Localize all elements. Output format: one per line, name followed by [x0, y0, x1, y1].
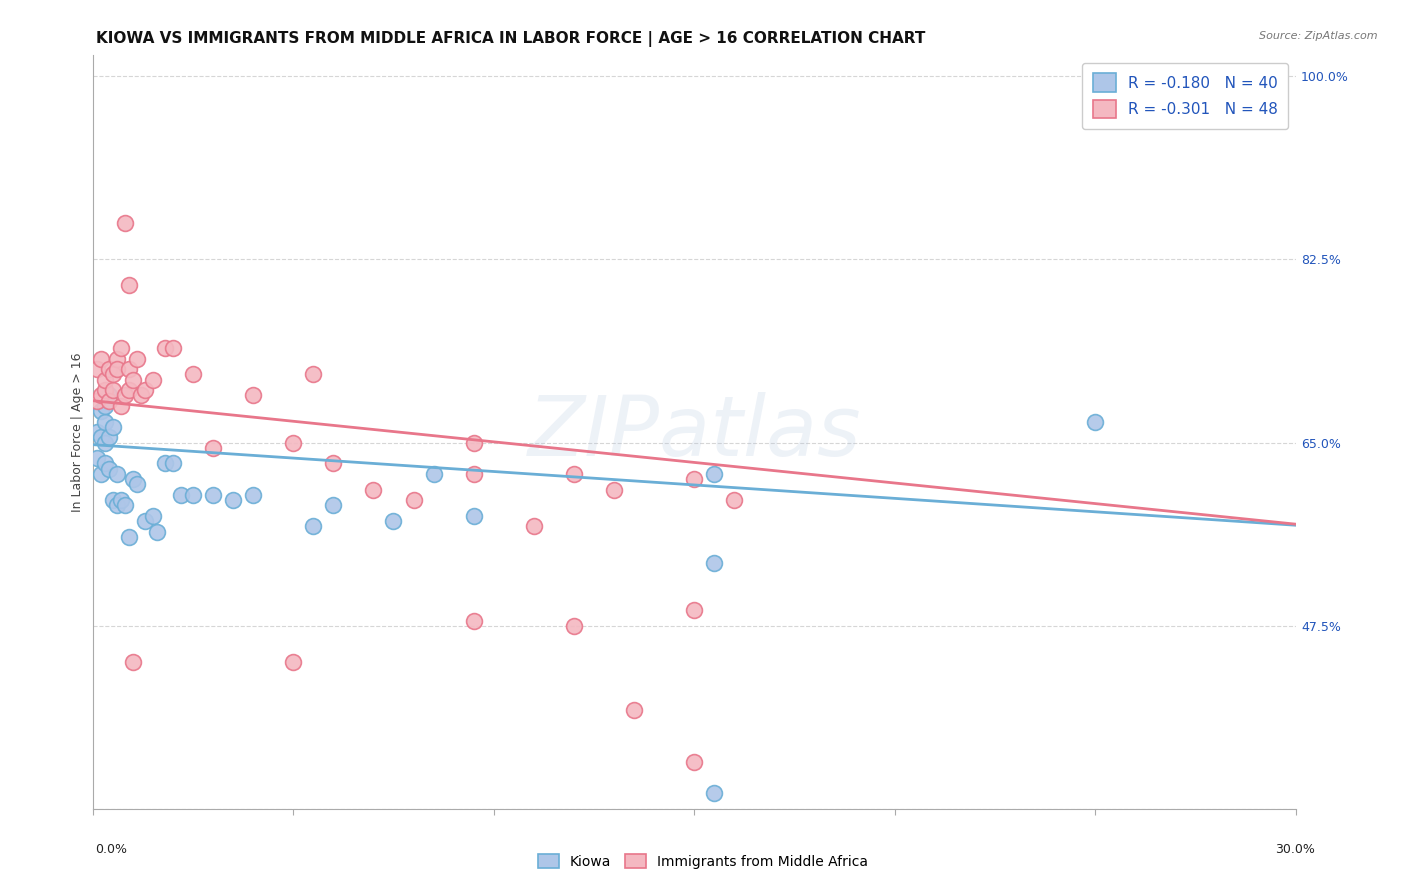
Point: [703, 556, 725, 570]
Point: [125, 351, 148, 366]
Point: [142, 373, 165, 387]
Point: [110, 493, 132, 508]
Point: [93, 415, 115, 429]
Point: [153, 341, 176, 355]
Text: KIOWA VS IMMIGRANTS FROM MIDDLE AFRICA IN LABOR FORCE | AGE > 16 CORRELATION CHA: KIOWA VS IMMIGRANTS FROM MIDDLE AFRICA I…: [96, 31, 925, 47]
Point: [703, 467, 725, 481]
Point: [90, 351, 112, 366]
Point: [93, 373, 115, 387]
Point: [181, 368, 204, 382]
Point: [723, 493, 745, 508]
Point: [170, 488, 193, 502]
Point: [162, 457, 184, 471]
Point: [86, 393, 108, 408]
Point: [463, 435, 485, 450]
Point: [683, 472, 706, 486]
Point: [125, 477, 148, 491]
Point: [97, 430, 120, 444]
Point: [118, 383, 141, 397]
Point: [703, 786, 725, 800]
Point: [105, 362, 128, 376]
Point: [118, 530, 141, 544]
Point: [322, 499, 344, 513]
Point: [86, 425, 108, 439]
Point: [93, 435, 115, 450]
Point: [302, 519, 325, 533]
Point: [101, 368, 124, 382]
Point: [603, 483, 626, 497]
Point: [114, 499, 136, 513]
Point: [1084, 415, 1107, 429]
Point: [363, 483, 385, 497]
Point: [134, 514, 156, 528]
Point: [114, 388, 136, 402]
Point: [162, 341, 184, 355]
Legend: Kiowa, Immigrants from Middle Africa: Kiowa, Immigrants from Middle Africa: [533, 848, 873, 874]
Point: [86, 362, 108, 376]
Point: [181, 488, 204, 502]
Y-axis label: In Labor Force | Age > 16: In Labor Force | Age > 16: [72, 352, 84, 512]
Point: [121, 656, 143, 670]
Point: [110, 341, 132, 355]
Legend: R = -0.180   N = 40, R = -0.301   N = 48: R = -0.180 N = 40, R = -0.301 N = 48: [1083, 62, 1288, 129]
Point: [562, 467, 585, 481]
Point: [283, 656, 305, 670]
Point: [97, 388, 120, 402]
Point: [129, 388, 152, 402]
Point: [90, 430, 112, 444]
Point: [463, 614, 485, 628]
Point: [114, 216, 136, 230]
Point: [93, 457, 115, 471]
Point: [93, 399, 115, 413]
Point: [463, 467, 485, 481]
Point: [683, 755, 706, 769]
Point: [105, 499, 128, 513]
Point: [101, 420, 124, 434]
Point: [105, 467, 128, 481]
Point: [97, 393, 120, 408]
Text: 0.0%: 0.0%: [96, 843, 128, 855]
Point: [623, 702, 645, 716]
Point: [118, 362, 141, 376]
Point: [422, 467, 444, 481]
Point: [222, 493, 245, 508]
Text: ZIPatlas: ZIPatlas: [527, 392, 860, 473]
Point: [86, 451, 108, 466]
Point: [302, 368, 325, 382]
Text: 30.0%: 30.0%: [1275, 843, 1315, 855]
Point: [134, 383, 156, 397]
Point: [121, 373, 143, 387]
Point: [382, 514, 405, 528]
Point: [153, 457, 176, 471]
Point: [121, 472, 143, 486]
Point: [97, 461, 120, 475]
Point: [201, 488, 224, 502]
Point: [90, 467, 112, 481]
Point: [90, 404, 112, 418]
Point: [283, 435, 305, 450]
Point: [142, 508, 165, 523]
Point: [562, 619, 585, 633]
Point: [97, 362, 120, 376]
Point: [90, 388, 112, 402]
Text: Source: ZipAtlas.com: Source: ZipAtlas.com: [1260, 31, 1378, 41]
Point: [93, 383, 115, 397]
Point: [118, 278, 141, 293]
Point: [242, 488, 264, 502]
Point: [145, 524, 167, 539]
Point: [105, 351, 128, 366]
Point: [201, 441, 224, 455]
Point: [402, 493, 425, 508]
Point: [101, 493, 124, 508]
Point: [242, 388, 264, 402]
Point: [322, 457, 344, 471]
Point: [523, 519, 546, 533]
Point: [683, 603, 706, 617]
Point: [110, 399, 132, 413]
Point: [101, 383, 124, 397]
Point: [463, 508, 485, 523]
